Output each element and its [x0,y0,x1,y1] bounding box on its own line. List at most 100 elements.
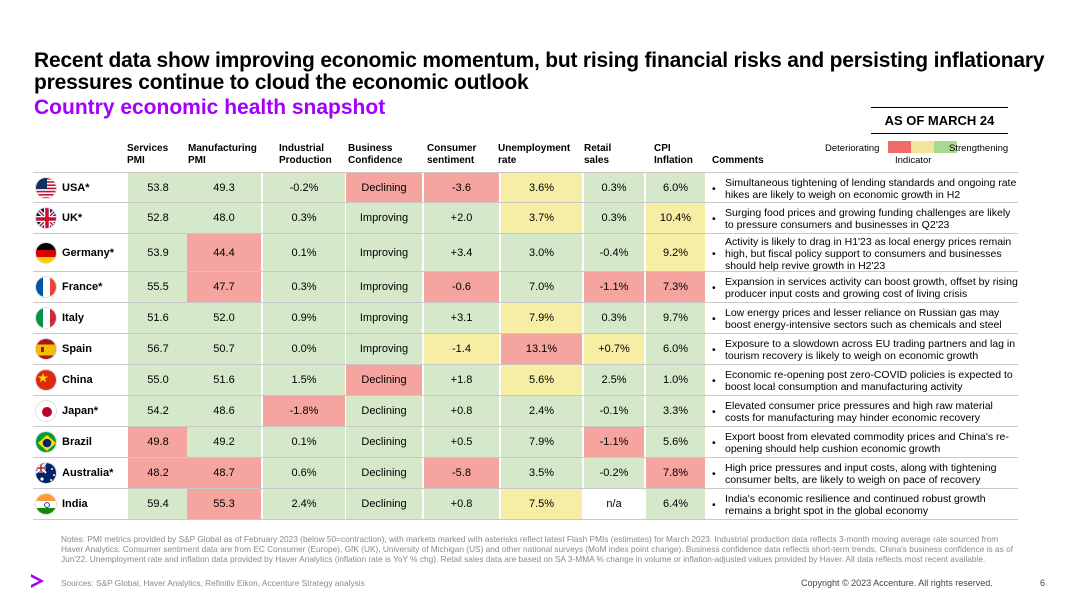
cell-unemployment-rate: 13.1% [501,334,582,364]
cell-cpi-inflation: 6.0% [646,173,705,202]
legend-indicator: Indicator [895,155,932,166]
bullet-icon: • [712,437,716,449]
cell-cpi-inflation: 7.3% [646,272,705,302]
cell-cpi-inflation: 7.8% [646,458,705,488]
cell-services-pmi: 51.6 [128,303,188,333]
country-name: France* [62,281,103,293]
cell-services-pmi: 54.2 [128,396,188,426]
comment-cell: • Elevated consumer price pressures and h… [705,398,1018,426]
cell-unemployment-rate: 7.9% [501,427,582,457]
cell-services-pmi: 53.8 [128,173,188,202]
table-row: UK* 52.8 48.0 0.3% Improving +2.0 3.7% 0.3% 10.4… [33,203,1018,234]
cell-business-confidence: Improving [346,234,422,271]
cell-unemployment-rate: 7.5% [501,489,582,519]
cell-unemployment-rate: 7.9% [501,303,582,333]
us-flag-icon [35,176,57,199]
cell-industrial-production: 0.0% [263,334,345,364]
cell-services-pmi: 59.4 [128,489,188,519]
cell-cpi-inflation: 6.0% [646,334,705,364]
cell-services-pmi: 52.8 [128,203,188,233]
page-title: Recent data show improving economic mome… [34,49,1045,94]
comment-cell: • Activity is likely to drag in H1'23 as … [705,236,1018,272]
cell-industrial-production: -0.2% [263,173,345,202]
country-name: India [62,498,88,510]
cell-business-confidence: Declining [346,396,422,426]
legend-swatch-yellow [911,141,934,153]
cell-unemployment-rate: 7.0% [501,272,582,302]
cell-services-pmi: 49.8 [128,427,188,457]
france-flag-icon [35,276,57,298]
bullet-icon: • [712,282,716,294]
cell-business-confidence: Declining [346,427,422,457]
cell-manufacturing-pmi: 49.2 [187,427,261,457]
copyright-text: Copyright © 2023 Accenture. All rights r… [801,578,993,588]
table-row: Spain 56.7 50.7 0.0% Improving -1.4 13.1% +0.7%… [33,334,1018,365]
cell-consumer-sentiment: +2.0 [424,203,499,233]
cell-unemployment-rate: 3.0% [501,234,582,271]
bullet-icon: • [712,247,716,260]
bullet-icon: • [712,375,716,387]
cell-industrial-production: 0.1% [263,234,345,271]
table-row: Brazil 49.8 49.2 0.1% Declining +0.5 7.9% -1.1%… [33,427,1018,458]
cell-industrial-production: -1.8% [263,396,345,426]
comment-text: Economic re-opening post zero-COVID poli… [725,369,1013,393]
comment-cell: • India's economic resilience and continu… [705,491,1018,519]
cell-industrial-production: 1.5% [263,365,345,395]
cell-business-confidence: Declining [346,173,422,202]
legend-deteriorating: Deteriorating [825,143,880,154]
cell-manufacturing-pmi: 52.0 [187,303,261,333]
cell-cpi-inflation: 1.0% [646,365,705,395]
cell-retail-sales: 2.5% [584,365,644,395]
table-row: Japan* 54.2 48.6 -1.8% Declining +0.8 2.4% -0.1… [33,396,1018,427]
cell-business-confidence: Declining [346,489,422,519]
as-of-badge: AS OF MARCH 24 [871,107,1008,134]
comment-cell: • Export boost from elevated commodity pr… [705,429,1018,457]
country-name: Brazil [62,436,92,448]
header-unemployment: Unemployment rate [498,143,571,166]
spain-flag-icon [35,338,57,360]
country-name: China [62,374,93,386]
country-name: Spain [62,343,92,355]
table-row: Australia* 48.2 48.7 0.6% Declining -5.8 3.5% -… [33,458,1018,489]
country-name: Australia* [62,467,114,479]
indicator-legend: Deteriorating Strengthening Indicator [825,140,1015,166]
header-retail: Retail sales [584,143,612,166]
comment-text: Low energy prices and lesser reliance on… [725,307,1002,331]
cell-business-confidence: Declining [346,365,422,395]
country-name: USA* [62,181,90,194]
cell-retail-sales: -0.2% [584,458,644,488]
cell-services-pmi: 55.5 [128,272,188,302]
comment-cell: • Expansion in services activity can boos… [705,274,1018,302]
comment-text: Elevated consumer price pressures and hi… [725,400,993,424]
country-name: Italy [62,312,85,324]
bullet-icon: • [712,213,716,225]
cell-retail-sales: -1.1% [584,272,644,302]
cell-consumer-sentiment: +1.8 [424,365,499,395]
cell-services-pmi: 53.9 [128,234,188,271]
table-row: France* 55.5 47.7 0.3% Improving -0.6 7.0% -1.1… [33,272,1018,303]
italy-flag-icon [35,307,57,329]
cell-consumer-sentiment: -1.4 [424,334,499,364]
page-number: 6 [1040,578,1046,588]
cell-retail-sales: 0.3% [584,173,644,202]
cell-consumer-sentiment: -5.8 [424,458,499,488]
comment-cell: • Simultaneous tightening of lending stan… [705,175,1018,202]
legend-swatches [888,141,957,153]
country-name: Japan* [62,405,99,417]
cell-unemployment-rate: 3.5% [501,458,582,488]
cell-retail-sales: +0.7% [584,334,644,364]
header-business: Business Confidence [348,143,403,166]
cell-cpi-inflation: 6.4% [646,489,705,519]
cell-consumer-sentiment: +3.4 [424,234,499,271]
cell-business-confidence: Improving [346,272,422,302]
cell-cpi-inflation: 5.6% [646,427,705,457]
comment-cell: • Exposure to a slowdown across EU tradin… [705,336,1018,364]
header-industrial: Industrial Production [279,143,332,166]
table-row: USA* 53.8 49.3 -0.2% Declining -3.6 3.6% 0.3% 6.… [33,172,1018,203]
cell-retail-sales: 0.3% [584,303,644,333]
cell-unemployment-rate: 5.6% [501,365,582,395]
bullet-icon: • [712,499,716,511]
cell-business-confidence: Improving [346,203,422,233]
notes-text: Notes: PMI metrics provided by S&P Globa… [61,534,1013,564]
bullet-icon: • [712,344,716,356]
